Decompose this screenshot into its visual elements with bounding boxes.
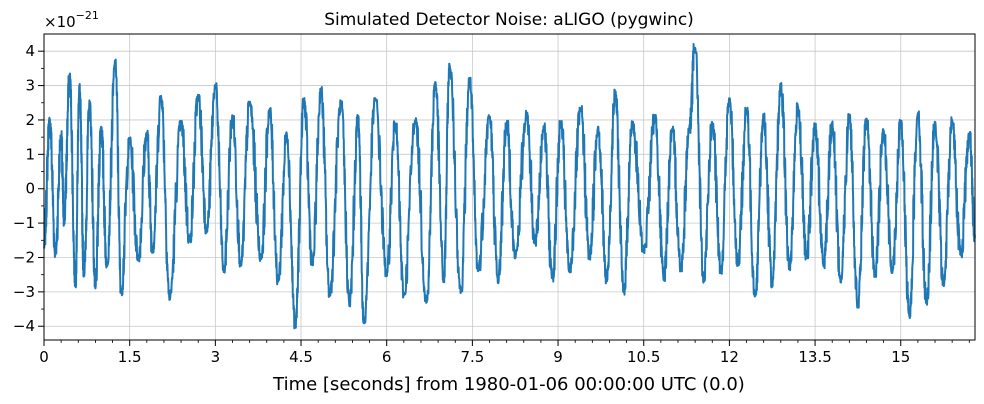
x-tick-label: 12 (720, 348, 739, 366)
y-tick-label: −3 (13, 283, 35, 301)
x-tick-label: 0 (39, 348, 49, 366)
x-tick-label: 1.5 (118, 348, 142, 366)
x-axis-label: Time [seconds] from 1980-01-06 00:00:00 … (272, 374, 745, 395)
y-tick-label: 4 (25, 42, 35, 60)
x-tick-label: 4.5 (289, 348, 313, 366)
x-tick-label: 9 (553, 348, 563, 366)
y-ticks: 4 3 2 1 0 −1 −2 −3 −4 (13, 42, 44, 335)
y-tick-label: 3 (25, 77, 35, 95)
x-tick-label: 7.5 (460, 348, 484, 366)
x-tick-label: 10.5 (627, 348, 660, 366)
axes-frame (43, 33, 976, 341)
y-tick-label: 1 (25, 145, 35, 163)
x-tick-label: 15 (891, 348, 910, 366)
y-tick-label: 2 (25, 111, 35, 129)
grid (43, 34, 975, 340)
y-tick-label: 0 (25, 180, 35, 198)
chart-title: Simulated Detector Noise: aLIGO (pygwinc… (324, 10, 694, 30)
noise-series-line (43, 43, 976, 330)
x-tick-label: 6 (382, 348, 392, 366)
x-tick-label: 3 (211, 348, 221, 366)
x-tick-label: 13.5 (798, 348, 831, 366)
y-offset-exponent: −21 (76, 9, 99, 22)
x-ticks: 0 1.5 3 4.5 6 7.5 9 10.5 12 13.5 15 (39, 340, 970, 366)
y-tick-label: −2 (13, 248, 35, 266)
y-offset-label: ×10−21 (44, 9, 99, 31)
y-tick-label: −1 (13, 214, 35, 232)
series-group (43, 43, 976, 330)
y-tick-label: −4 (13, 317, 35, 335)
y-offset-base: ×10 (44, 13, 76, 31)
